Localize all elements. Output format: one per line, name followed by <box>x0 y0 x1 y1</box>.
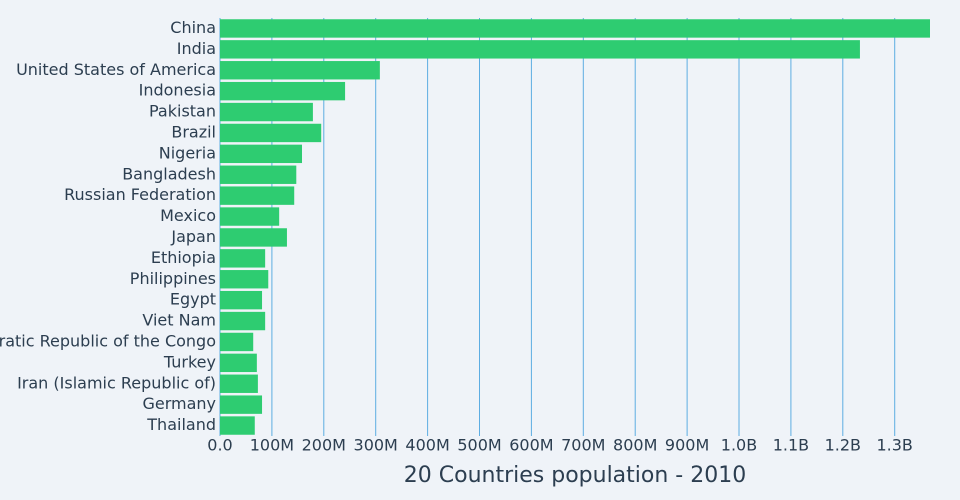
y-tick-label: Thailand <box>146 415 216 434</box>
bar <box>220 228 287 247</box>
bar <box>220 249 266 268</box>
y-tick-label: Egypt <box>170 290 216 309</box>
y-tick-label: Viet Nam <box>142 311 216 330</box>
x-tick-label: 1.0B <box>721 436 757 455</box>
x-tick-label: 900M <box>665 436 709 455</box>
x-tick-label: 1.1B <box>773 436 809 455</box>
x-tick-label: 100M <box>250 436 294 455</box>
y-tick-label: Democratic Republic of the Congo <box>0 331 216 350</box>
bar <box>220 374 258 393</box>
y-tick-label: China <box>170 18 216 37</box>
x-tick-label: 500M <box>457 436 501 455</box>
y-tick-label: Ethiopia <box>151 248 216 267</box>
y-tick-label: Bangladesh <box>122 164 216 183</box>
y-tick-label: Nigeria <box>159 143 216 162</box>
x-tick-label: 700M <box>561 436 605 455</box>
y-tick-label: Iran (Islamic Republic of) <box>17 373 216 392</box>
bar <box>220 186 295 205</box>
x-tick-label: 300M <box>354 436 398 455</box>
y-tick-label: Philippines <box>130 269 216 288</box>
bar <box>220 395 263 414</box>
bar <box>220 416 255 435</box>
bar <box>220 290 263 310</box>
y-tick-label: India <box>177 39 216 58</box>
y-tick-label: United States of America <box>16 60 216 79</box>
x-tick-label: 1.3B <box>876 436 912 455</box>
chart-title: 20 Countries population - 2010 <box>404 463 746 488</box>
bar <box>220 165 297 184</box>
bar <box>220 353 257 373</box>
x-tick-label: 1.2B <box>825 436 861 455</box>
x-tick-label: 800M <box>613 436 657 455</box>
y-tick-label: Indonesia <box>139 81 216 100</box>
y-tick-label: Germany <box>142 394 216 413</box>
bar <box>220 61 380 80</box>
x-tick-label: 200M <box>302 436 346 455</box>
y-tick-label: Turkey <box>163 352 216 371</box>
bar <box>220 123 322 143</box>
y-tick-label: Mexico <box>160 206 216 225</box>
bar <box>220 40 860 59</box>
y-tick-label: Japan <box>170 227 216 246</box>
bar <box>220 102 313 122</box>
x-tick-label: 600M <box>509 436 553 455</box>
bar <box>220 19 930 38</box>
y-tick-label: Pakistan <box>149 102 216 121</box>
bar <box>220 81 346 101</box>
x-tick-label: 0.0 <box>207 436 232 455</box>
bar <box>220 270 269 289</box>
x-tick-label: 400M <box>405 436 449 455</box>
y-tick-label: Russian Federation <box>64 185 216 204</box>
y-tick-label: Brazil <box>171 122 216 141</box>
bar <box>220 332 254 352</box>
bar <box>220 207 280 226</box>
bar <box>220 144 303 164</box>
bar <box>220 311 266 331</box>
